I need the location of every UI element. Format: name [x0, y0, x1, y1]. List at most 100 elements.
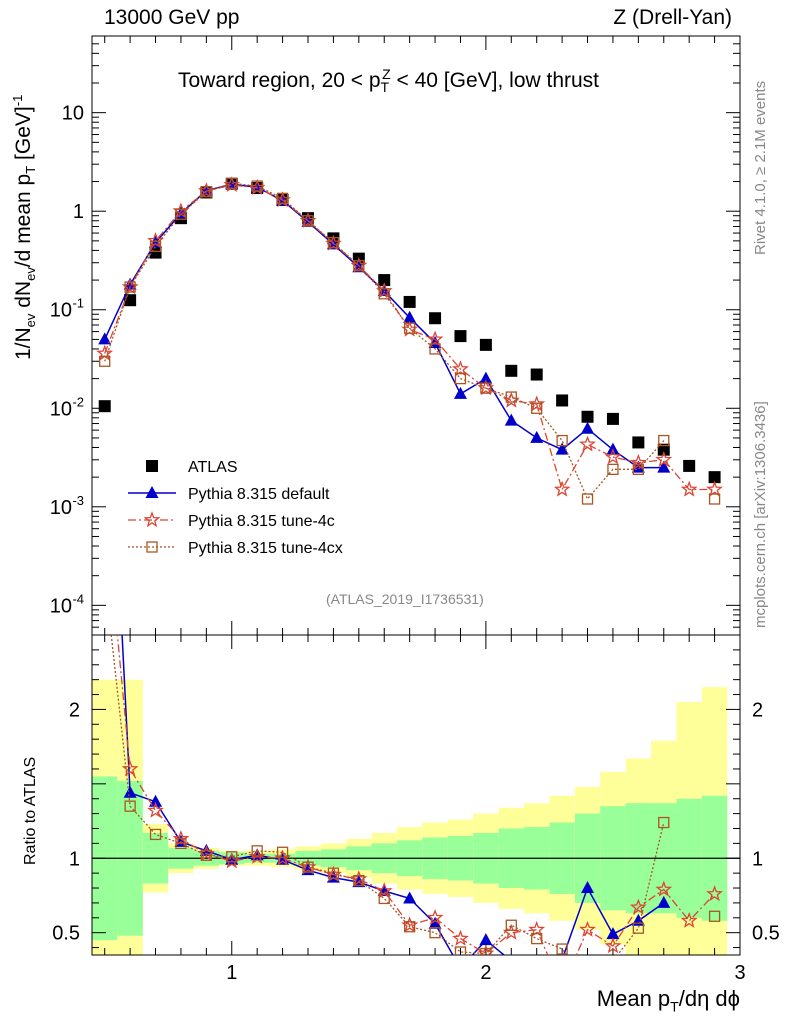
- data-point: [454, 330, 467, 343]
- ratio-point: [100, 570, 110, 580]
- data-point: [276, 192, 289, 205]
- ratio-point: [708, 910, 721, 922]
- ratio-point: [655, 880, 673, 897]
- legend-entry: Pythia 8.315 default: [128, 486, 330, 503]
- ratio-point: [98, 494, 111, 507]
- ratio-point: [680, 911, 698, 928]
- chart-title: Toward region, 20 < pTZ < 40 [GeV], low …: [178, 66, 600, 96]
- ratio-point: [480, 947, 492, 955]
- series-pythia-8-315-tune-4c: [96, 176, 723, 497]
- data-point: [98, 332, 112, 345]
- data-point: [657, 460, 671, 473]
- ratio-point: [528, 920, 546, 937]
- ratio-layer: [98, 494, 723, 994]
- legend-label: ATLAS: [188, 459, 238, 476]
- data-point: [454, 372, 467, 385]
- ratio-axis-label: Ratio to ATLAS: [22, 756, 39, 865]
- ratio-point: [327, 867, 340, 879]
- legend-label: Pythia 8.315 tune-4c: [188, 513, 335, 530]
- data-point: [528, 395, 546, 412]
- ratio-point: [428, 916, 442, 929]
- ratio-tick-label: 2: [69, 699, 80, 721]
- y-axis-label: 1/Nev dNev/d mean pT [GeV]-1: [10, 94, 39, 360]
- ratio-point: [505, 919, 517, 931]
- data-point: [553, 480, 571, 497]
- ratio-point: [353, 874, 365, 887]
- ratio-point: [452, 929, 469, 946]
- data-point: [632, 436, 645, 449]
- legend-marker: [143, 511, 161, 528]
- data-point: [708, 471, 721, 484]
- data-point: [706, 480, 723, 497]
- y-tick-exponent: -3: [72, 493, 84, 508]
- ratio-point: [251, 845, 263, 857]
- x-tick-label: 3: [734, 962, 745, 984]
- ratio-point: [302, 861, 314, 873]
- data-point: [429, 343, 441, 355]
- ratio-point: [606, 927, 620, 940]
- series-atlas: [98, 177, 721, 484]
- ratio-point: [175, 837, 187, 850]
- data-point: [581, 421, 595, 434]
- legend-label: Pythia 8.315 tune-4cx: [188, 540, 343, 557]
- ratio-point: [581, 881, 595, 894]
- data-point: [124, 294, 137, 307]
- data-point: [429, 312, 442, 325]
- ratio-tick-label: 0.5: [52, 923, 80, 945]
- data-point: [607, 463, 619, 475]
- data-point: [604, 448, 622, 465]
- ratio-point: [226, 851, 238, 863]
- ratio-point: [556, 981, 569, 994]
- ratio-point: [531, 932, 543, 945]
- data-point: [531, 402, 543, 414]
- ratio-point: [172, 830, 190, 847]
- ratio-point: [123, 785, 137, 798]
- ratio-point: [632, 922, 645, 934]
- data-point: [505, 364, 518, 377]
- ratio-point: [583, 980, 593, 990]
- legend-entry: Pythia 8.315 tune-4c: [128, 511, 335, 530]
- ratio-point: [403, 891, 417, 904]
- data-point: [606, 412, 619, 425]
- data-point: [149, 240, 162, 252]
- ratio-point: [378, 892, 390, 905]
- header-right: Z (Drell-Yan): [613, 6, 732, 29]
- data-point: [631, 460, 645, 473]
- data-point: [378, 288, 390, 300]
- data-point: [149, 246, 162, 259]
- data-point: [655, 450, 673, 468]
- ratio-point: [403, 921, 416, 933]
- y-tick-exponent: -4: [72, 591, 84, 606]
- data-point: [530, 368, 543, 381]
- ratio-point: [658, 816, 670, 829]
- data-point: [504, 413, 518, 426]
- data-point: [403, 322, 416, 334]
- ratio-point: [426, 908, 444, 926]
- y-tick-exponent: -2: [72, 394, 84, 409]
- ratio-point: [579, 920, 596, 937]
- data-point: [98, 400, 111, 413]
- data-point: [327, 236, 340, 249]
- ratio-plot-border: [91, 634, 741, 956]
- ratio-point: [124, 800, 136, 812]
- ratio-point: [510, 953, 512, 955]
- data-point: [581, 410, 594, 423]
- data-point: [632, 463, 645, 475]
- y-tick-label: 10: [62, 103, 84, 125]
- legend: ATLAS Pythia 8.315 default Pythia 8.315 tu…: [128, 459, 343, 557]
- data-point: [579, 435, 596, 452]
- y-tick-label: 10: [50, 398, 72, 420]
- data-point: [403, 310, 417, 323]
- ratio-series-group: [98, 494, 723, 994]
- ratio-series-pythia-8-315-tune-4cx: [100, 570, 721, 990]
- legend-entry: Pythia 8.315 tune-4cx: [128, 540, 343, 557]
- y-tick-exponent: -1: [72, 296, 84, 311]
- ratio-point: [147, 801, 164, 818]
- ratio-point: [454, 946, 467, 955]
- x-tick-label: 1: [226, 962, 237, 984]
- ratio-point: [149, 794, 163, 807]
- ratio-line: [116, 635, 716, 955]
- ratio-point: [276, 846, 289, 858]
- ratio-bands: [92, 679, 728, 955]
- data-point: [124, 281, 136, 293]
